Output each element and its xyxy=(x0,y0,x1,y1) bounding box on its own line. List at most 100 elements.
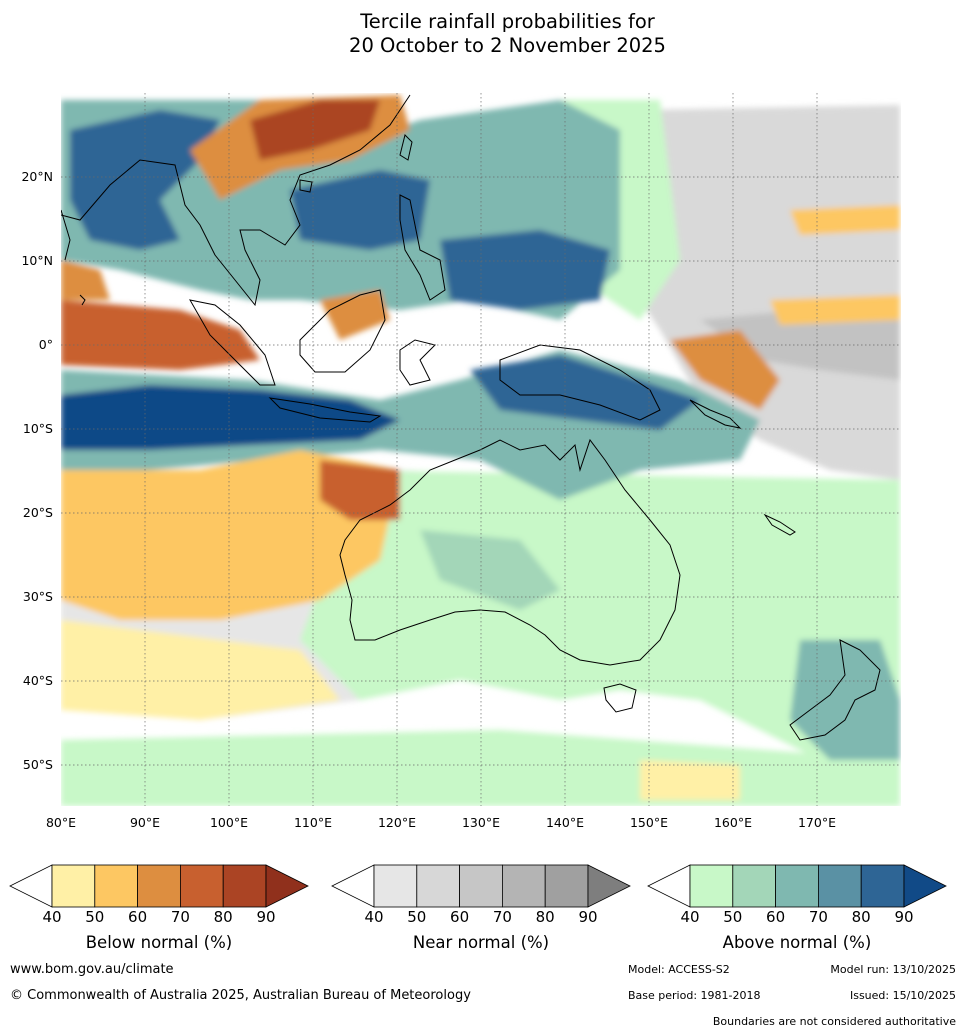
colorbar-bin xyxy=(416,864,460,908)
colorbar-tick-label: 70 xyxy=(171,908,190,926)
colorbar-bin xyxy=(137,864,181,908)
below-normal-pacific-band xyxy=(770,295,900,325)
colorbar-tick-label: 70 xyxy=(809,908,828,926)
below-normal-western-australia xyxy=(61,450,400,620)
colorbar-extend-high xyxy=(265,864,309,908)
lon-label: 80°E xyxy=(46,815,76,830)
colorbar-bin xyxy=(94,864,139,908)
lat-label: 0° xyxy=(39,337,53,352)
colorbar-bin xyxy=(51,864,96,908)
colorbar-title: Above normal (%) xyxy=(723,933,872,952)
coastline-australia xyxy=(339,438,681,666)
colorbar-extend-low xyxy=(331,864,375,908)
colorbar-title: Below normal (%) xyxy=(86,933,233,952)
colorbar-tick-label: 70 xyxy=(493,908,512,926)
colorbar-tick-label: 50 xyxy=(723,908,742,926)
above-normal-dark-png xyxy=(470,355,700,430)
lat-label: 30°S xyxy=(23,589,53,604)
latitude-labels: 20°N 10°N 0° 10°S 20°S 30°S 40°S 50°S xyxy=(21,169,53,772)
colorbar-below-normal: 40 50 60 70 80 90 Below normal (%) xyxy=(9,864,309,952)
below-normal-equatorial-indian xyxy=(61,300,260,370)
title-line-1: Tercile rainfall probabilities for xyxy=(360,10,655,33)
lat-label: 10°S xyxy=(23,421,53,436)
coastline-borneo xyxy=(299,289,386,373)
coastline-java xyxy=(268,397,382,423)
footer-issued: Issued: 15/10/2025 xyxy=(850,989,956,1002)
below-normal-borneo xyxy=(320,290,390,340)
colorbar-bin xyxy=(775,864,819,908)
below-normal-tasman xyxy=(640,760,740,800)
lat-label: 20°S xyxy=(23,505,53,520)
colorbar-tick-label: 40 xyxy=(680,908,699,926)
coastline-philippines xyxy=(399,194,446,301)
lon-label: 100°E xyxy=(210,815,248,830)
colorbar-bin xyxy=(459,864,503,908)
lon-label: 90°E xyxy=(130,815,160,830)
lon-label: 150°E xyxy=(630,815,668,830)
above-normal-dark-philippines xyxy=(440,230,610,310)
probability-field xyxy=(61,95,900,806)
below-normal-south-china-dark xyxy=(250,100,380,160)
graticule xyxy=(61,93,901,806)
colorbar-tick-label: 80 xyxy=(536,908,555,926)
chart-title: Tercile rainfall probabilities for 20 Oc… xyxy=(0,10,965,58)
footer-disclaimer: Boundaries are not considered authoritat… xyxy=(713,1015,956,1028)
colorbar-bin xyxy=(860,864,905,908)
colorbar-tick-label: 40 xyxy=(364,908,383,926)
longitude-labels: 80°E 90°E 100°E 110°E 120°E 130°E 140°E … xyxy=(46,815,836,830)
lon-label: 130°E xyxy=(462,815,500,830)
colorbar-bin xyxy=(222,864,267,908)
colorbar-tick-label: 60 xyxy=(766,908,785,926)
below-normal-pacific xyxy=(670,330,780,410)
colorbar-title: Near normal (%) xyxy=(413,933,549,952)
colorbar-extend-low xyxy=(9,864,53,908)
colorbar-tick-label: 80 xyxy=(852,908,871,926)
colorbar-bin xyxy=(818,864,862,908)
below-normal-southern-indian xyxy=(61,620,340,720)
above-normal-dark-bay-of-bengal xyxy=(70,110,220,250)
colorbar-bin xyxy=(373,864,418,908)
near-normal-region-pacific xyxy=(600,105,900,480)
lon-label: 120°E xyxy=(378,815,416,830)
above-normal-dark-south-china-sea xyxy=(290,170,430,250)
lon-label: 170°E xyxy=(798,815,836,830)
colorbar-near-normal: 40 50 60 70 80 90 Near normal (%) xyxy=(331,864,631,952)
coastline-sumatra xyxy=(189,299,276,386)
colorbar-tick-label: 60 xyxy=(450,908,469,926)
colorbar-tick-label: 80 xyxy=(214,908,233,926)
coastlines xyxy=(61,94,881,741)
below-normal-nw-australia-dark xyxy=(320,460,400,520)
colorbar-tick-label: 90 xyxy=(578,908,597,926)
lon-label: 160°E xyxy=(714,815,752,830)
coastline-nz xyxy=(789,639,881,741)
coastline-png xyxy=(499,344,661,421)
coastline-hainan xyxy=(299,179,313,193)
colorbar-tick-label: 50 xyxy=(85,908,104,926)
colorbar-extend-low xyxy=(647,864,691,908)
footer-copyright: © Commonwealth of Australia 2025, Austra… xyxy=(10,988,471,1003)
lat-label: 10°N xyxy=(21,253,53,268)
coastline-solomons xyxy=(689,399,742,429)
coastline-taiwan xyxy=(399,134,413,161)
coastline-tasmania xyxy=(603,683,637,713)
below-normal-sumatra xyxy=(61,260,110,300)
footer-model: Model: ACCESS-S2 xyxy=(628,963,730,976)
below-normal-pacific-east xyxy=(790,205,900,235)
lat-label: 20°N xyxy=(21,169,53,184)
colorbar-extend-high xyxy=(903,864,947,908)
coastline-asia xyxy=(61,94,411,307)
colorbar-bin xyxy=(544,864,589,908)
above-normal-dark-indian-band xyxy=(61,385,400,450)
above-normal-medium-australia xyxy=(420,530,560,610)
map-panel xyxy=(61,93,901,806)
colorbar-bin xyxy=(689,864,734,908)
coastline-sulawesi xyxy=(399,339,436,386)
lat-label: 50°S xyxy=(23,757,53,772)
footer-website: www.bom.gov.au/climate xyxy=(10,962,174,977)
title-line-2: 20 October to 2 November 2025 xyxy=(349,34,666,57)
lon-label: 110°E xyxy=(294,815,332,830)
colorbar-bin xyxy=(501,864,546,908)
colorbar-bin xyxy=(179,864,224,908)
lat-label: 40°S xyxy=(23,673,53,688)
